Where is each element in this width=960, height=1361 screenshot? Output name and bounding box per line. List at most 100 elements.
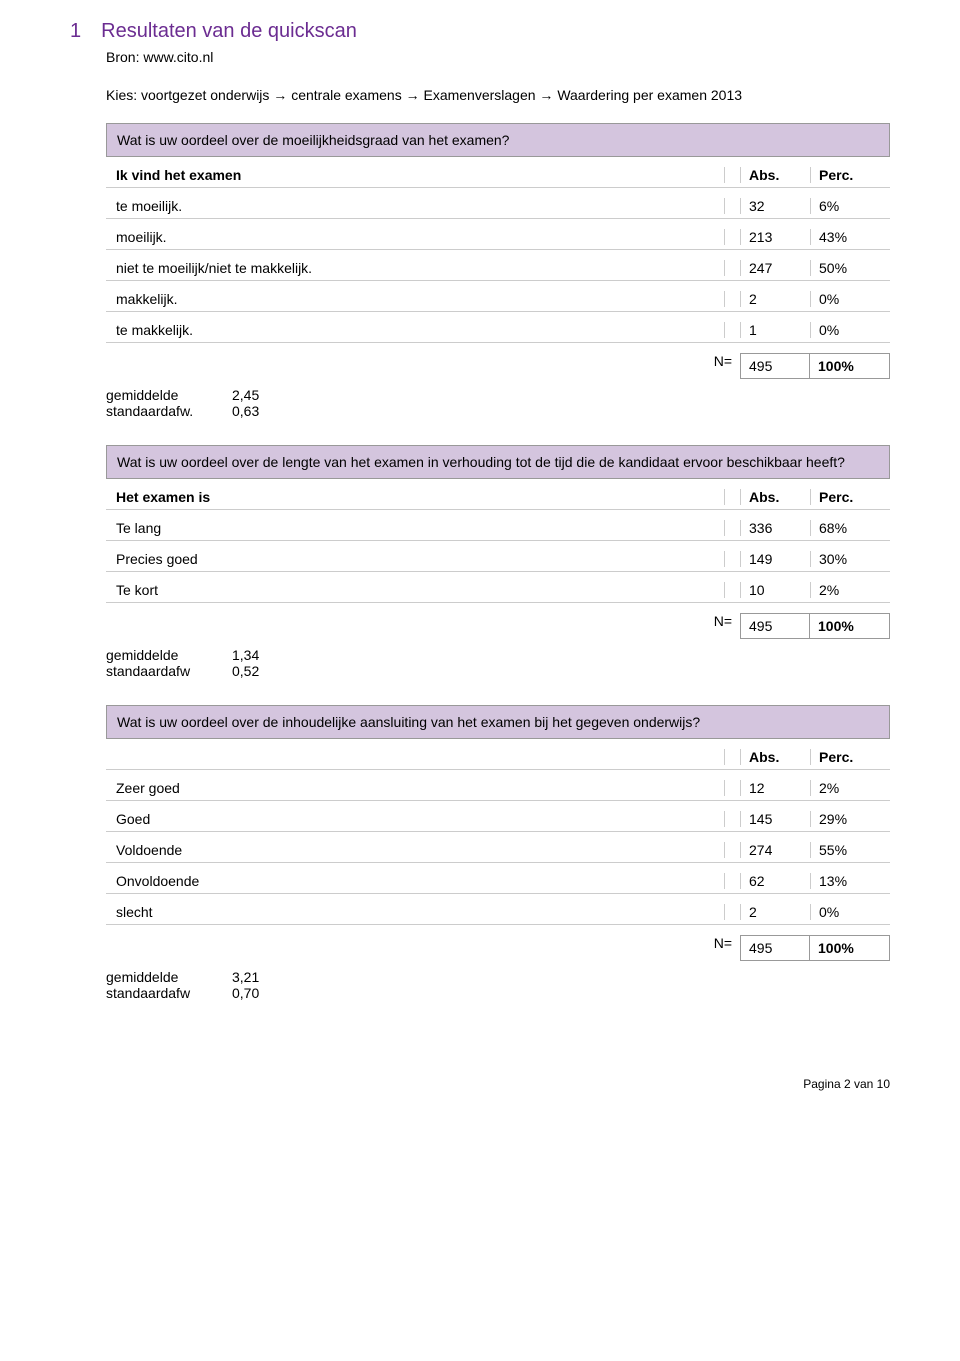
total-abs: 495 bbox=[740, 935, 810, 961]
mean-label: gemiddelde bbox=[106, 969, 216, 985]
row-perc: 50% bbox=[810, 260, 890, 276]
spacer bbox=[724, 904, 740, 920]
row-abs: 149 bbox=[740, 551, 810, 567]
sd-value: 0,52 bbox=[232, 663, 259, 679]
row-abs: 2 bbox=[740, 291, 810, 307]
spacer bbox=[724, 322, 740, 338]
sd-value: 0,63 bbox=[232, 403, 259, 419]
table3-total: N= 495 100% bbox=[106, 929, 890, 967]
total-perc: 100% bbox=[810, 935, 890, 961]
row-abs: 145 bbox=[740, 811, 810, 827]
spacer bbox=[724, 167, 740, 183]
spacer bbox=[724, 749, 740, 765]
table-row: Goed14529% bbox=[106, 805, 890, 832]
row-label: niet te moeilijk/niet te makkelijk. bbox=[106, 260, 724, 276]
mean-label: gemiddelde bbox=[106, 647, 216, 663]
row-label: makkelijk. bbox=[106, 291, 724, 307]
question-2: Wat is uw oordeel over de lengte van het… bbox=[106, 445, 890, 479]
total-perc: 100% bbox=[810, 613, 890, 639]
row-perc: 0% bbox=[810, 291, 890, 307]
table-row: niet te moeilijk/niet te makkelijk. 24750… bbox=[106, 254, 890, 281]
mean-value: 1,34 bbox=[232, 647, 259, 663]
row-abs: 32 bbox=[740, 198, 810, 214]
table-row: te makkelijk.10% bbox=[106, 316, 890, 343]
spacer bbox=[724, 291, 740, 307]
row-label: moeilijk. bbox=[106, 229, 724, 245]
abs-header: Abs. bbox=[740, 749, 810, 765]
table2-total: N= 495 100% bbox=[106, 607, 890, 645]
section-heading: 1 Resultaten van de quickscan bbox=[70, 20, 890, 43]
spacer bbox=[724, 489, 740, 505]
row-perc: 13% bbox=[810, 873, 890, 889]
row-label: Te lang bbox=[106, 520, 724, 536]
spacer bbox=[724, 582, 740, 598]
table2-header: Het examen is Abs. Perc. bbox=[106, 483, 890, 510]
table-row: slecht20% bbox=[106, 898, 890, 925]
row-perc: 29% bbox=[810, 811, 890, 827]
table-row: Precies goed14930% bbox=[106, 545, 890, 572]
row-label: Voldoende bbox=[106, 842, 724, 858]
header-label bbox=[106, 749, 724, 765]
sd-value: 0,70 bbox=[232, 985, 259, 1001]
n-label: N= bbox=[690, 935, 740, 961]
row-perc: 43% bbox=[810, 229, 890, 245]
perc-header: Perc. bbox=[810, 167, 890, 183]
mean-value: 2,45 bbox=[232, 387, 259, 403]
row-label: slecht bbox=[106, 904, 724, 920]
sd-label: standaardafw. bbox=[106, 403, 216, 419]
table3-stats: gemiddelde 3,21 standaardafw 0,70 bbox=[106, 969, 890, 1001]
row-label: te moeilijk. bbox=[106, 198, 724, 214]
sd-label: standaardafw bbox=[106, 663, 216, 679]
table-row: Te kort 102% bbox=[106, 576, 890, 603]
row-perc: 0% bbox=[810, 322, 890, 338]
row-perc: 0% bbox=[810, 904, 890, 920]
perc-header: Perc. bbox=[810, 489, 890, 505]
row-abs: 62 bbox=[740, 873, 810, 889]
section-number: 1 bbox=[70, 20, 81, 43]
total-abs: 495 bbox=[740, 613, 810, 639]
row-abs: 247 bbox=[740, 260, 810, 276]
spacer bbox=[724, 842, 740, 858]
abs-header: Abs. bbox=[740, 489, 810, 505]
n-label: N= bbox=[690, 353, 740, 379]
row-perc: 6% bbox=[810, 198, 890, 214]
table-row: Voldoende27455% bbox=[106, 836, 890, 863]
row-label: Te kort bbox=[106, 582, 724, 598]
spacer bbox=[724, 780, 740, 796]
breadcrumb: Kies: voortgezet onderwijs → centrale ex… bbox=[106, 87, 890, 103]
spacer bbox=[724, 520, 740, 536]
row-perc: 68% bbox=[810, 520, 890, 536]
source-line: Bron: www.cito.nl bbox=[106, 49, 890, 65]
sd-label: standaardafw bbox=[106, 985, 216, 1001]
table2-stats: gemiddelde 1,34 standaardafw 0,52 bbox=[106, 647, 890, 679]
table-row: te moeilijk. 326% bbox=[106, 192, 890, 219]
mean-value: 3,21 bbox=[232, 969, 259, 985]
page-footer: Pagina 2 van 10 bbox=[70, 1077, 890, 1091]
abs-header: Abs. bbox=[740, 167, 810, 183]
table-row: Te lang33668% bbox=[106, 514, 890, 541]
spacer bbox=[724, 198, 740, 214]
row-abs: 12 bbox=[740, 780, 810, 796]
total-perc: 100% bbox=[810, 353, 890, 379]
row-perc: 2% bbox=[810, 780, 890, 796]
section-title: Resultaten van de quickscan bbox=[101, 20, 357, 43]
perc-header: Perc. bbox=[810, 749, 890, 765]
row-abs: 213 bbox=[740, 229, 810, 245]
spacer bbox=[724, 873, 740, 889]
question-3: Wat is uw oordeel over de inhoudelijke a… bbox=[106, 705, 890, 739]
n-label: N= bbox=[690, 613, 740, 639]
spacer bbox=[724, 229, 740, 245]
total-abs: 495 bbox=[740, 353, 810, 379]
row-label: Onvoldoende bbox=[106, 873, 724, 889]
spacer bbox=[724, 551, 740, 567]
table-row: makkelijk. 20% bbox=[106, 285, 890, 312]
row-label: Zeer goed bbox=[106, 780, 724, 796]
table-row: Onvoldoende 6213% bbox=[106, 867, 890, 894]
table-row: Zeer goed 122% bbox=[106, 774, 890, 801]
table1-stats: gemiddelde 2,45 standaardafw. 0,63 bbox=[106, 387, 890, 419]
table1-header: Ik vind het examen Abs. Perc. bbox=[106, 161, 890, 188]
spacer bbox=[724, 260, 740, 276]
row-abs: 10 bbox=[740, 582, 810, 598]
spacer bbox=[724, 811, 740, 827]
row-perc: 2% bbox=[810, 582, 890, 598]
